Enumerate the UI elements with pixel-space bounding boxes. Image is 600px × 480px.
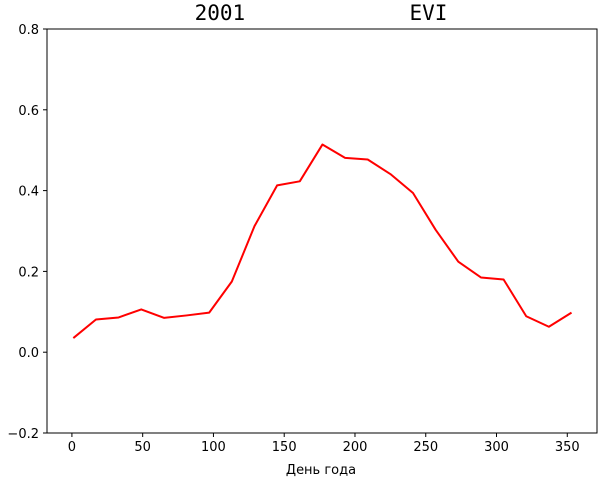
x-axis-ticks: 0 50 100 150 200 250 300 350 (68, 433, 580, 455)
x-axis-label: День года (286, 463, 356, 478)
plot-area (46, 28, 598, 434)
y-tick-label: 0.6 (18, 104, 39, 119)
x-tick-label: 200 (343, 440, 368, 455)
x-tick-label: 350 (555, 440, 580, 455)
x-tick-label: 300 (484, 440, 509, 455)
y-tick-label: 0.8 (18, 23, 39, 38)
x-tick-label: 50 (134, 440, 151, 455)
x-tick-label: 250 (413, 440, 438, 455)
y-tick-label: 0.4 (18, 185, 39, 200)
y-tick-label: 0.0 (18, 346, 39, 361)
x-tick-label: 150 (272, 440, 297, 455)
y-tick-label: −0.2 (7, 427, 39, 442)
series-line-0 (72, 143, 573, 339)
plot-frame (46, 28, 598, 434)
y-axis-ticks: −0.2 0.0 0.2 0.4 0.6 0.8 (7, 23, 47, 442)
x-tick-label: 100 (201, 440, 226, 455)
x-tick-label: 0 (68, 440, 76, 455)
y-tick-label: 0.2 (18, 265, 39, 280)
chart-title: 2001 EVI (195, 1, 448, 25)
